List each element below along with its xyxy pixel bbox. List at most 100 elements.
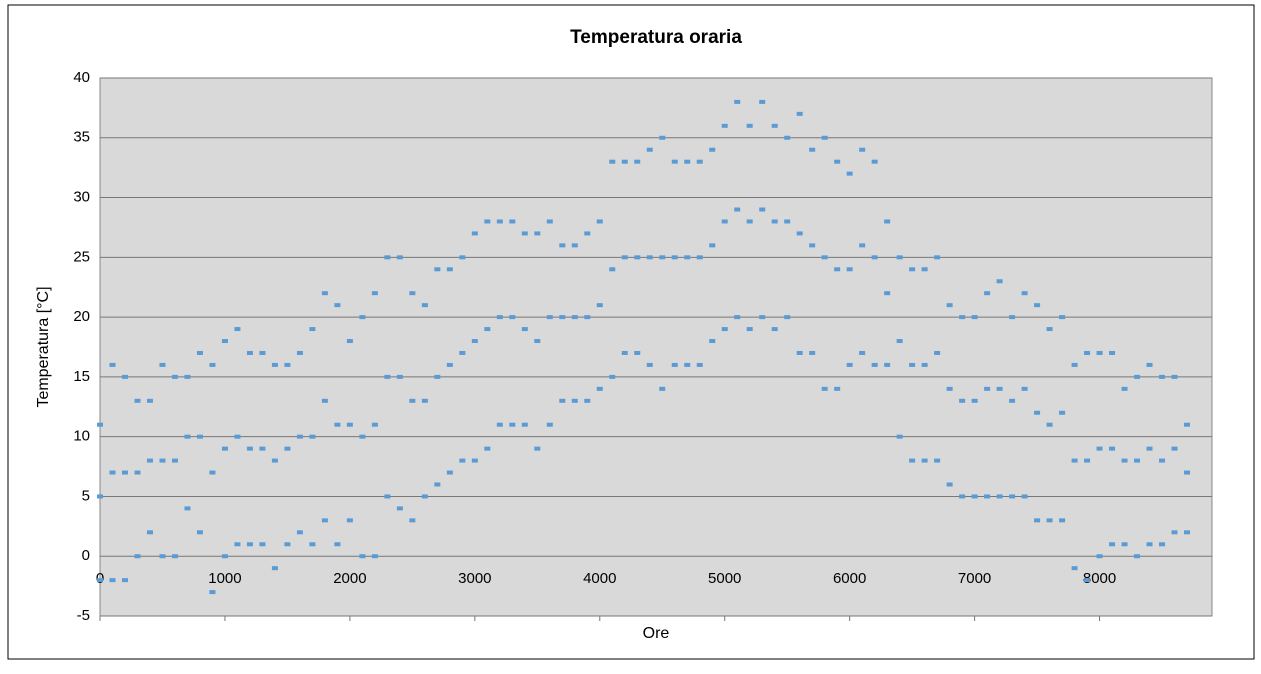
point <box>196 350 203 355</box>
point <box>171 374 178 379</box>
point <box>1021 386 1028 391</box>
point <box>171 554 178 559</box>
point <box>571 398 578 403</box>
point <box>534 446 541 451</box>
point <box>384 255 391 260</box>
point <box>1171 446 1178 451</box>
point <box>409 398 416 403</box>
point <box>1134 554 1141 559</box>
point <box>1084 458 1091 463</box>
y-tick-label: 30 <box>73 189 90 206</box>
point <box>996 279 1003 284</box>
point <box>121 578 128 583</box>
x-tick-label: 6000 <box>833 570 866 587</box>
point <box>409 518 416 523</box>
point <box>871 362 878 367</box>
point <box>1034 410 1041 415</box>
point <box>109 362 116 367</box>
point <box>546 315 553 320</box>
point <box>1184 530 1191 535</box>
point <box>396 374 403 379</box>
point <box>434 267 441 272</box>
point <box>1134 374 1141 379</box>
y-tick-label: 0 <box>82 547 90 564</box>
point <box>1121 458 1128 463</box>
y-axis-label: Temperatura [°C] <box>35 286 52 407</box>
point <box>971 494 978 499</box>
point <box>809 147 816 152</box>
point <box>696 255 703 260</box>
point <box>496 219 503 224</box>
point <box>984 386 991 391</box>
point <box>896 434 903 439</box>
point <box>134 554 141 559</box>
point <box>271 566 278 571</box>
point <box>97 494 103 499</box>
point <box>859 243 866 248</box>
point <box>1084 350 1091 355</box>
point <box>146 530 153 535</box>
point <box>284 362 291 367</box>
point <box>871 255 878 260</box>
point <box>384 374 391 379</box>
point <box>434 482 441 487</box>
point <box>97 422 103 427</box>
point <box>471 458 478 463</box>
point <box>609 159 616 164</box>
point <box>846 171 853 176</box>
point <box>196 530 203 535</box>
point <box>721 219 728 224</box>
point <box>284 446 291 451</box>
point <box>1071 566 1078 571</box>
point <box>1184 470 1191 475</box>
point <box>584 231 591 236</box>
point <box>534 339 541 344</box>
point <box>884 219 891 224</box>
point <box>921 362 928 367</box>
point <box>734 99 741 104</box>
point <box>321 291 328 296</box>
point <box>1021 291 1028 296</box>
y-tick-label: 20 <box>73 308 90 325</box>
point <box>946 482 953 487</box>
point <box>1159 458 1166 463</box>
point <box>821 135 828 140</box>
point <box>1034 303 1041 308</box>
point <box>296 530 303 535</box>
point <box>359 554 366 559</box>
point <box>721 327 728 332</box>
y-tick-label: 35 <box>73 129 90 146</box>
point <box>309 542 316 547</box>
point <box>659 135 666 140</box>
point <box>1096 350 1103 355</box>
point <box>309 327 316 332</box>
x-tick-label: 4000 <box>583 570 616 587</box>
point <box>1121 386 1128 391</box>
point <box>559 315 566 320</box>
point <box>209 362 216 367</box>
point <box>921 458 928 463</box>
point <box>384 494 391 499</box>
point <box>346 518 353 523</box>
point <box>1009 315 1016 320</box>
y-tick-label: 5 <box>82 487 90 504</box>
point <box>246 350 253 355</box>
point <box>684 159 691 164</box>
point <box>1171 530 1178 535</box>
plot-area <box>99 77 1213 617</box>
y-tick-label: 25 <box>73 248 90 265</box>
point <box>596 386 603 391</box>
point <box>246 542 253 547</box>
x-axis-label: Ore <box>643 625 670 642</box>
point <box>221 554 228 559</box>
point <box>334 542 341 547</box>
point <box>821 255 828 260</box>
point <box>434 374 441 379</box>
point <box>1184 422 1191 427</box>
point <box>1009 494 1016 499</box>
point <box>846 362 853 367</box>
point <box>509 422 516 427</box>
x-tick-label: 5000 <box>708 570 741 587</box>
point <box>234 327 241 332</box>
point <box>796 231 803 236</box>
